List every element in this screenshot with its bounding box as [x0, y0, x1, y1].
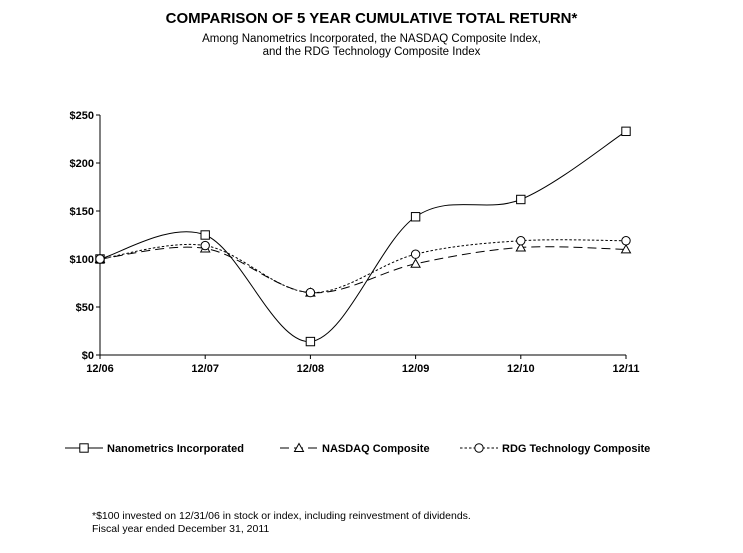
footnote-fiscal-year: Fiscal year ended December 31, 2011 — [92, 523, 270, 535]
data-point-circle — [621, 236, 631, 246]
x-tick-label: 12/07 — [191, 363, 219, 375]
chart-subtitle-line-2: and the RDG Technology Composite Index — [262, 46, 481, 58]
y-tick-label: $50 — [76, 302, 94, 314]
legend-marker-circle — [474, 443, 484, 453]
legend-label: Nanometrics Incorporated — [107, 443, 244, 455]
series-line-1 — [99, 246, 627, 294]
series-line-0 — [99, 130, 627, 343]
y-tick-label: $250 — [70, 110, 94, 122]
footnote-investment: *$100 invested on 12/31/06 in stock or i… — [92, 510, 471, 522]
x-tick-label: 12/08 — [297, 363, 325, 375]
legend-label: NASDAQ Composite — [322, 443, 430, 455]
x-tick-label: 12/11 — [613, 363, 640, 375]
y-tick-label: $200 — [70, 158, 94, 170]
chart-title: COMPARISON OF 5 YEAR CUMULATIVE TOTAL RE… — [165, 10, 578, 27]
x-tick-label: 12/09 — [402, 363, 430, 375]
data-point-square — [410, 212, 421, 222]
data-point-circle — [516, 236, 526, 246]
data-point-square — [305, 336, 316, 347]
legend-marker-square — [79, 443, 89, 453]
data-point-square — [200, 230, 210, 240]
data-point-triangle — [515, 241, 527, 252]
chart-subtitle-line-1: Among Nanometrics Incorporated, the NASD… — [202, 33, 541, 45]
data-point-triangle — [410, 258, 421, 268]
y-tick-label: $0 — [82, 350, 94, 362]
x-tick-label: 12/06 — [86, 363, 114, 375]
data-point-circle — [95, 254, 105, 264]
data-point-square — [621, 126, 631, 137]
y-tick-label: $150 — [70, 206, 94, 218]
data-point-circle — [305, 287, 316, 298]
data-point-triangle — [620, 243, 632, 254]
data-point-circle — [200, 240, 210, 251]
series-line-2 — [99, 239, 627, 294]
y-tick-label: $100 — [70, 254, 94, 266]
data-point-square — [516, 194, 526, 205]
x-tick-label: 12/10 — [507, 363, 535, 375]
data-point-circle — [410, 249, 421, 259]
legend-marker-triangle — [293, 442, 305, 452]
legend-label: RDG Technology Composite — [502, 443, 650, 455]
